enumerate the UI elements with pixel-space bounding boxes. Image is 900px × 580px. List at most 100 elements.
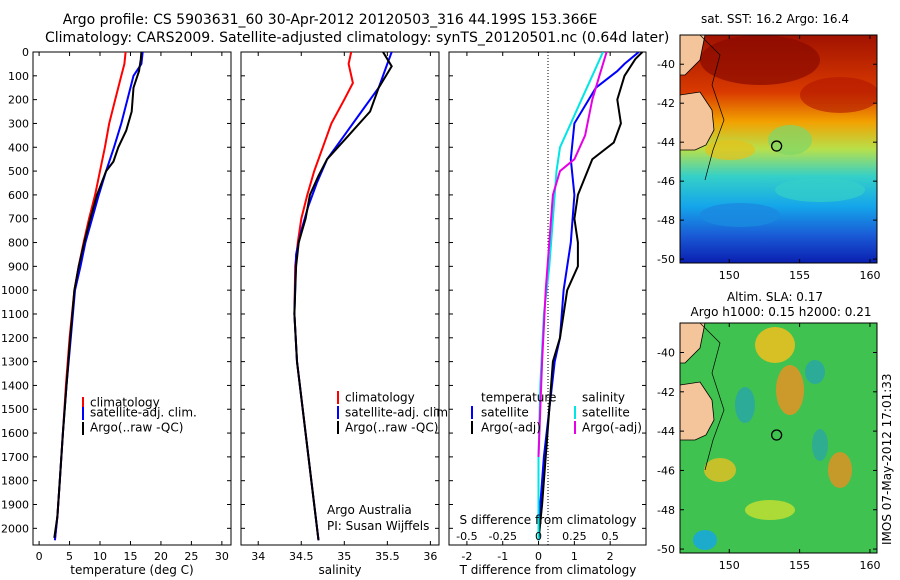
x-tick-label: 35.5 <box>375 550 400 563</box>
lat-tick-label: -46 <box>657 464 675 477</box>
sla-map-panel: Altim. SLA: 0.17 Argo h1000: 0.15 h2000:… <box>657 290 880 572</box>
lat-tick-label: -44 <box>657 425 675 438</box>
legend-satellite-adj: satellite-adj. clim. <box>345 406 452 420</box>
depth-tick-label: 1700 <box>1 451 29 464</box>
depth-tick-label: 1000 <box>1 284 29 297</box>
lat-tick-label: -42 <box>657 97 675 110</box>
s-diff-tick-label: -0.5 <box>456 530 477 543</box>
s-diff-tick-label: 0.25 <box>562 530 587 543</box>
legend-title-temperature: temperature <box>481 391 556 405</box>
sst-map-panel: sat. SST: 16.2 Argo: 16.4 -40 -42 -44 -46 -4… <box>657 12 880 282</box>
imos-timestamp: IMOS 07-May-2012 17:01:33 <box>880 373 894 545</box>
argo-location-marker <box>770 429 783 441</box>
x-tick-label: 10 <box>93 550 107 563</box>
s-difference-axis-label: S difference from climatology <box>460 513 637 527</box>
series-argo-adj <box>537 52 644 541</box>
salinity-legend: climatology satellite-adj. clim. Argo(..… <box>337 391 452 435</box>
depth-tick-label: 700 <box>8 213 29 226</box>
depth-tick-label: 2000 <box>1 522 29 535</box>
lat-tick-label: -46 <box>657 175 675 188</box>
temperature-legend: climatology satellite-adj. clim. Argo(..… <box>82 396 197 435</box>
x-tick-label: -1 <box>497 550 508 563</box>
temperature-axis-label: temperature (deg C) <box>70 563 193 577</box>
x-tick-label: 25 <box>184 550 198 563</box>
figure-title-line-1: Argo profile: CS 5903631_60 30-Apr-2012 … <box>62 12 598 28</box>
depth-tick-label: 1900 <box>1 499 29 512</box>
argo-location-marker <box>770 140 783 152</box>
depth-tick-label: 400 <box>8 141 29 154</box>
legend-climatology: climatology <box>90 396 160 410</box>
legend-satellite-adj: satellite-adj. clim. <box>90 406 197 420</box>
depth-tick-label: 1800 <box>1 475 29 488</box>
x-tick-label: 35 <box>337 550 351 563</box>
x-tick-label: 30 <box>215 550 229 563</box>
depth-tick-label: 1500 <box>1 403 29 416</box>
lon-tick-label: 150 <box>719 559 740 572</box>
depth-tick-label: 500 <box>8 165 29 178</box>
sla-map-title-1: Altim. SLA: 0.17 <box>727 290 823 304</box>
depth-tick-label: 1200 <box>1 332 29 345</box>
lat-tick-label: -42 <box>657 386 675 399</box>
legend-climatology: climatology <box>345 391 415 405</box>
legend-temp-satellite: satellite <box>481 406 529 420</box>
legend-sal-argo: Argo(-adj) <box>582 421 642 435</box>
x-tick-label: 34 <box>251 550 265 563</box>
land-mainland <box>680 323 706 364</box>
annotation-pi: PI: Susan Wijffels <box>327 519 429 533</box>
series-argo-adj <box>537 52 608 457</box>
series-argo-raw-qc <box>293 52 393 541</box>
lat-tick-label: -48 <box>657 504 675 517</box>
legend-title-salinity: salinity <box>582 391 625 405</box>
depth-tick-label: 1100 <box>1 308 29 321</box>
depth-tick-label: 1300 <box>1 356 29 369</box>
x-tick-label: -2 <box>461 550 472 563</box>
land-mainland <box>680 35 706 76</box>
series-argo-raw-qc <box>53 52 143 539</box>
s-diff-tick-label: 0 <box>535 530 542 543</box>
legend-temp-argo: Argo(-adj) <box>481 421 541 435</box>
s-diff-tick-label: -0.25 <box>488 530 516 543</box>
depth-tick-label: 600 <box>8 189 29 202</box>
lat-tick-label: -50 <box>657 543 675 556</box>
lon-tick-label: 150 <box>719 269 740 282</box>
depth-tick-label: 300 <box>8 117 29 130</box>
x-tick-label: 2 <box>607 550 614 563</box>
lat-tick-label: -48 <box>657 214 675 227</box>
depth-tick-label: 200 <box>8 94 29 107</box>
legend-sal-satellite: satellite <box>582 406 630 420</box>
lat-tick-label: -40 <box>657 58 675 71</box>
land-tasmania <box>680 381 715 441</box>
x-tick-label: 5 <box>66 550 73 563</box>
lon-tick-label: 155 <box>789 559 810 572</box>
t-difference-axis-label: T difference from climatology <box>459 563 637 577</box>
annotation-argo-australia: Argo Australia <box>327 503 412 517</box>
legend-argo: Argo(..raw -QC) <box>345 421 438 435</box>
s-diff-tick-label: 0.5 <box>601 530 619 543</box>
x-tick-label: 34.5 <box>289 550 314 563</box>
lon-tick-label: 160 <box>859 559 880 572</box>
legend-argo: Argo(..raw -QC) <box>90 421 183 435</box>
land-tasmania <box>680 91 715 151</box>
x-tick-label: 0 <box>535 550 542 563</box>
depth-tick-label: 1400 <box>1 379 29 392</box>
lat-tick-label: -50 <box>657 253 675 266</box>
x-tick-label: 1 <box>571 550 578 563</box>
lat-tick-label: -40 <box>657 346 675 359</box>
salinity-axis-label: salinity <box>318 563 361 577</box>
x-tick-label: 0 <box>36 550 43 563</box>
depth-tick-label: 900 <box>8 260 29 273</box>
depth-tick-label: 800 <box>8 237 29 250</box>
difference-legend: temperature salinity satellite Argo(-adj… <box>471 391 642 435</box>
depth-tick-label: 100 <box>8 70 29 83</box>
difference-panel: -2 -1 0 1 2 temperature salinity satellite A… <box>448 51 647 577</box>
salinity-panel: 34 34.5 35 35.5 36 climatology satellite-adj… <box>240 51 452 577</box>
lon-tick-label: 160 <box>859 269 880 282</box>
temperature-panel: 0100200300400500600700800900100011001200… <box>1 46 232 577</box>
figure-title-line-2: Climatology: CARS2009. Satellite-adjuste… <box>45 30 670 46</box>
x-tick-label: 20 <box>154 550 168 563</box>
x-tick-label: 36 <box>423 550 437 563</box>
depth-tick-label: 0 <box>22 46 29 59</box>
x-tick-label: 15 <box>123 550 137 563</box>
lon-tick-label: 155 <box>789 269 810 282</box>
